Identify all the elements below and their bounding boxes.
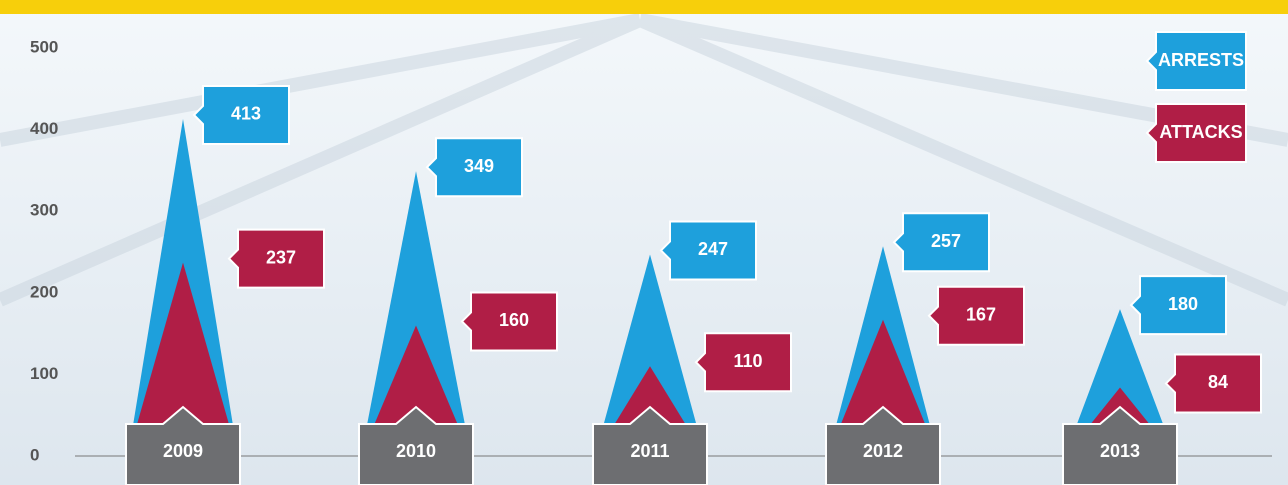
- x-tick-label: 2010: [396, 441, 436, 461]
- top-band: [0, 0, 1288, 14]
- value-label-text: 349: [464, 156, 494, 176]
- y-tick-label: 500: [30, 37, 58, 56]
- x-tick-label: 2011: [630, 441, 669, 461]
- value-label-text: 110: [733, 351, 762, 371]
- value-label-text: 160: [499, 310, 529, 330]
- y-tick-label: 400: [30, 119, 58, 138]
- value-label-text: 413: [231, 104, 261, 124]
- x-tick-label: 2009: [163, 441, 203, 461]
- y-tick-label: 0: [30, 445, 39, 464]
- page: 0 100 200 300 400 500 413 237 2009 349 160 2010 247 1…: [0, 0, 1288, 485]
- legend-entry-text: ATTACKS: [1159, 122, 1242, 142]
- value-label-text: 167: [966, 304, 996, 324]
- value-label-text: 84: [1208, 372, 1228, 392]
- legend-entry-text: ARRESTS: [1158, 50, 1244, 70]
- value-label-text: 257: [931, 231, 961, 251]
- value-label-text: 180: [1168, 294, 1198, 314]
- y-tick-label: 200: [30, 282, 58, 301]
- chart: 0 100 200 300 400 500 413 237 2009 349 160 2010 247 1…: [0, 0, 1288, 485]
- x-tick-label: 2012: [863, 441, 903, 461]
- value-label-text: 247: [698, 239, 728, 259]
- y-tick-label: 100: [30, 364, 58, 383]
- x-tick-label: 2013: [1100, 441, 1140, 461]
- value-label-text: 237: [266, 247, 296, 267]
- y-tick-label: 300: [30, 201, 58, 220]
